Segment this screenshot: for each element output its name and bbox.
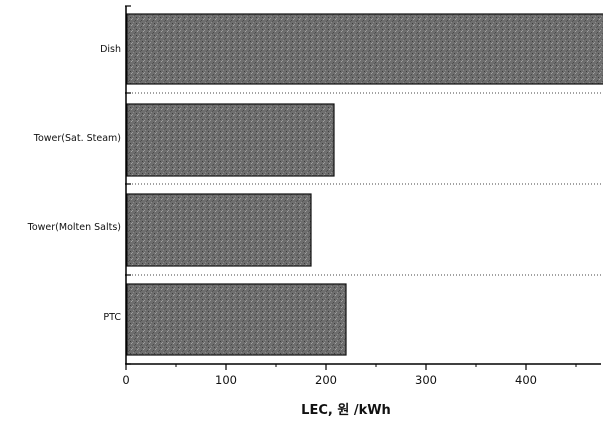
bar	[126, 283, 347, 356]
x-tick-label: 0	[122, 373, 129, 387]
category-label: Tower(Molten Salts)	[27, 222, 121, 233]
x-tick-label: 300	[415, 373, 437, 387]
x-tick-labels: 0100200300400500	[122, 373, 537, 387]
bar	[126, 193, 312, 267]
grid-separators	[126, 92, 601, 276]
x-tick-label: 100	[215, 373, 237, 387]
category-label: Tower(Sat. Steam)	[33, 133, 121, 144]
category-label: PTC	[103, 312, 121, 323]
bar	[126, 13, 603, 85]
bars-group	[126, 13, 603, 356]
x-tick-label: 200	[315, 373, 337, 387]
bar	[126, 103, 335, 177]
category-labels: Dish Tower(Sat. Steam) Tower(Molten Salts)…	[27, 44, 122, 323]
axes-group	[125, 5, 601, 370]
category-label: Dish	[100, 44, 121, 55]
x-axis-title: LEC, 원 /kWh	[301, 403, 391, 418]
x-tick-label: 400	[515, 373, 537, 387]
